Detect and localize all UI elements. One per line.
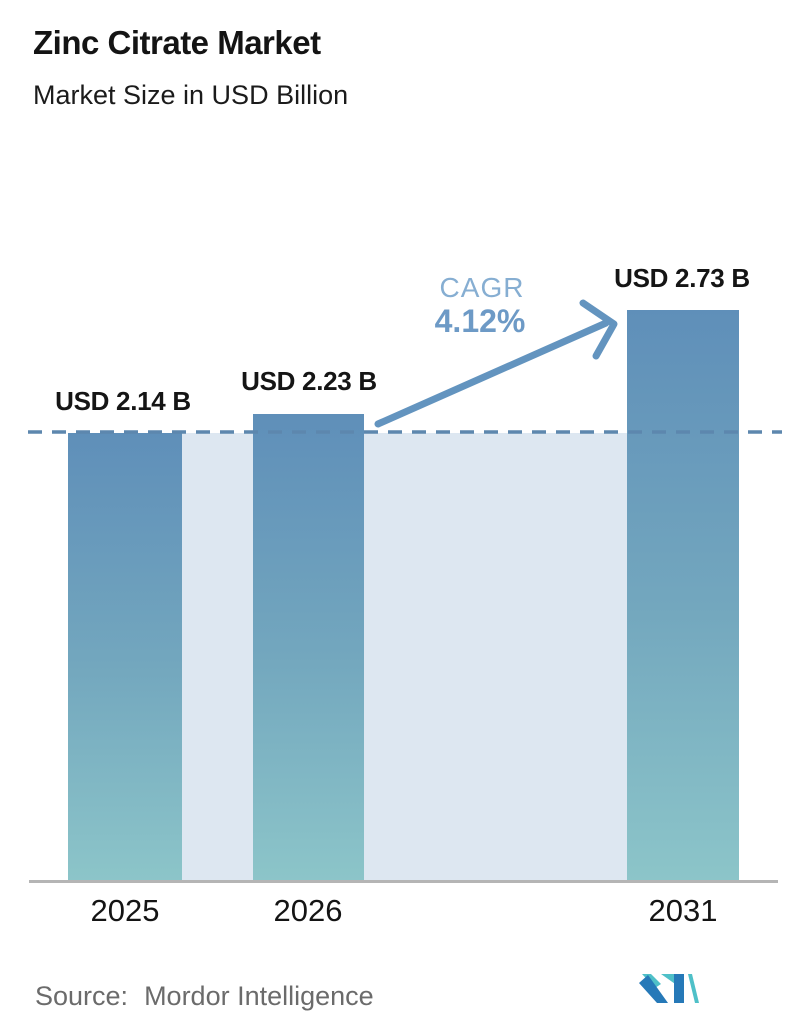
bar-2026	[253, 414, 364, 881]
x-tick-2026: 2026	[273, 893, 343, 928]
cagr-label: CAGR	[439, 272, 525, 303]
source-line: Source: Mordor Intelligence	[35, 981, 374, 1012]
bar-2025	[68, 433, 182, 881]
mordor-intelligence-logo-icon	[639, 974, 699, 1003]
value-label-2025: USD 2.14 B	[55, 386, 191, 416]
x-axis-line	[29, 880, 778, 883]
bar-2031	[627, 310, 739, 881]
chart-subtitle: Market Size in USD Billion	[33, 80, 349, 110]
chart-title: Zinc Citrate Market	[33, 24, 321, 61]
value-label-2031: USD 2.73 B	[614, 263, 750, 293]
x-tick-2025: 2025	[90, 893, 160, 928]
cagr-value: 4.12%	[434, 303, 526, 339]
x-tick-2031: 2031	[648, 893, 718, 928]
source-label: Source:	[35, 981, 129, 1011]
value-label-2026: USD 2.23 B	[241, 366, 377, 396]
source-value: Mordor Intelligence	[144, 981, 374, 1011]
